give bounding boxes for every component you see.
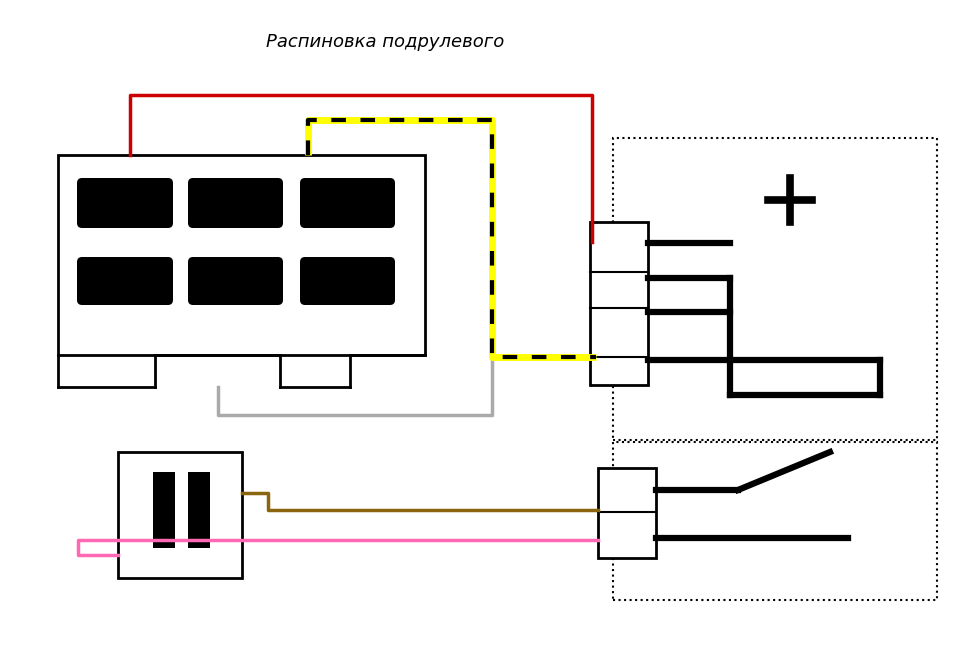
FancyBboxPatch shape (77, 257, 173, 305)
Bar (58, 155, 425, 355)
Bar (613, 138, 937, 440)
Bar (153, 472, 175, 548)
Bar (598, 468, 656, 558)
FancyBboxPatch shape (77, 178, 173, 228)
FancyBboxPatch shape (300, 178, 395, 228)
FancyBboxPatch shape (188, 257, 283, 305)
Bar (188, 472, 210, 548)
Bar (118, 452, 242, 578)
Bar (590, 222, 648, 385)
Text: Распиновка подрулевого: Распиновка подрулевого (266, 33, 504, 51)
FancyBboxPatch shape (188, 178, 283, 228)
Bar (613, 442, 937, 600)
FancyBboxPatch shape (300, 257, 395, 305)
